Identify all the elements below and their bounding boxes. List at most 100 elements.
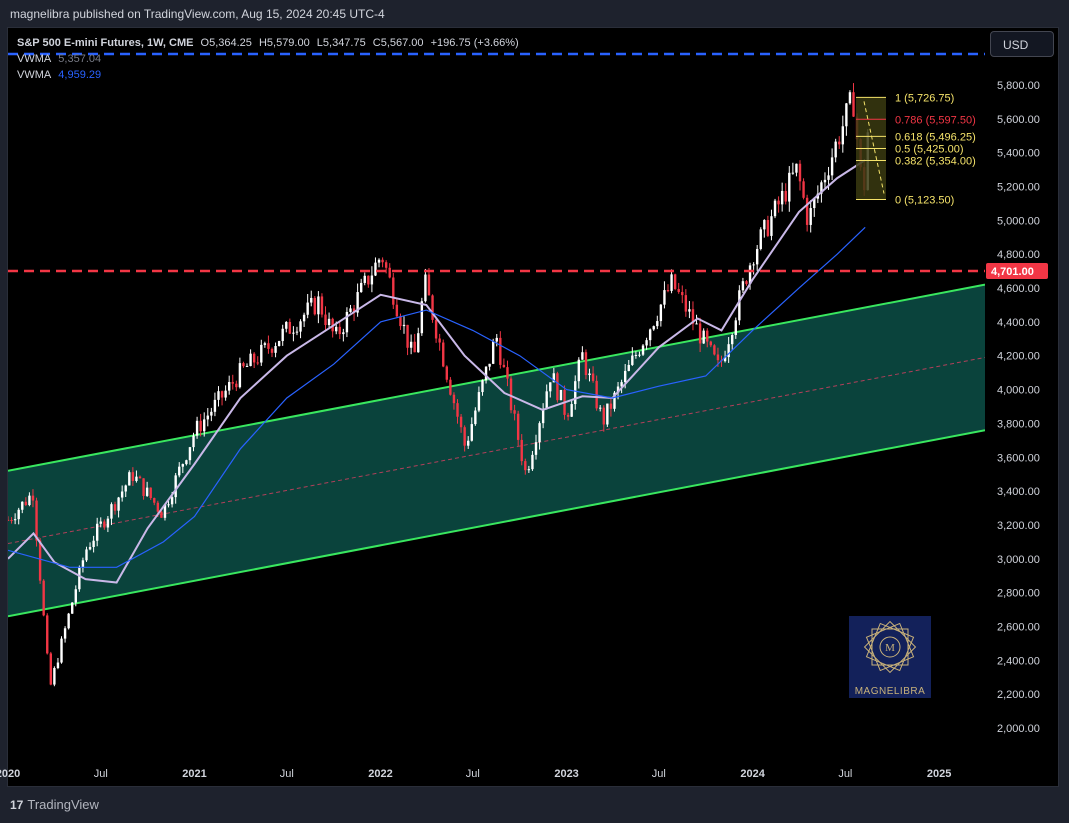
candle-body bbox=[31, 495, 35, 501]
candle-body bbox=[356, 292, 359, 313]
candle-body bbox=[652, 326, 655, 330]
vwma-slow-label[interactable]: VWMA bbox=[17, 69, 52, 81]
vwma-fast-label[interactable]: VWMA bbox=[17, 53, 52, 65]
candle-body bbox=[634, 355, 638, 357]
candle-body bbox=[78, 567, 81, 590]
candle-body bbox=[413, 341, 416, 353]
candle-body bbox=[388, 267, 391, 278]
vwma-slow-value: 4,959.29 bbox=[58, 69, 102, 81]
currency-selector[interactable]: USD bbox=[990, 31, 1054, 57]
candle-body bbox=[335, 326, 338, 332]
candle-body bbox=[659, 304, 663, 322]
svg-text:M: M bbox=[885, 642, 895, 654]
candle-body bbox=[681, 292, 684, 296]
candle-body bbox=[363, 275, 366, 283]
x-tick-label: 2021 bbox=[182, 768, 206, 780]
candle-body bbox=[452, 394, 456, 404]
candle-body bbox=[384, 262, 388, 268]
candle-body bbox=[641, 345, 645, 355]
candle-body bbox=[802, 181, 805, 198]
candle-body bbox=[203, 419, 206, 432]
candle-body bbox=[281, 328, 284, 342]
candle-body bbox=[263, 343, 267, 345]
candle-body bbox=[777, 200, 780, 205]
level-price-label: 4,701.00 bbox=[991, 266, 1034, 278]
candle-body bbox=[367, 275, 370, 285]
candle-body bbox=[67, 613, 70, 629]
candle-body bbox=[620, 382, 623, 387]
candle-body bbox=[170, 497, 174, 505]
candle-body bbox=[220, 391, 224, 398]
candle-body bbox=[588, 373, 591, 376]
candle-body bbox=[773, 200, 777, 217]
candle-body bbox=[677, 289, 680, 293]
candle-body bbox=[110, 504, 113, 519]
fib-label-0: 0 (5,123.50) bbox=[895, 194, 954, 206]
candle-body bbox=[224, 390, 227, 398]
candle-body bbox=[627, 364, 630, 371]
tradingview-branding[interactable]: 17 TradingView bbox=[10, 797, 99, 812]
candle-body bbox=[602, 407, 605, 425]
symbol-title[interactable]: S&P 500 E-mini Futures, 1W, CME bbox=[17, 37, 194, 49]
candle-body bbox=[302, 314, 306, 322]
candle-body bbox=[324, 314, 327, 326]
candle-body bbox=[349, 308, 352, 312]
candle-body bbox=[852, 92, 855, 117]
candle-body bbox=[784, 190, 787, 202]
candle-body bbox=[723, 357, 727, 362]
candle-body bbox=[502, 364, 506, 368]
candle-body bbox=[577, 359, 581, 382]
candle-body bbox=[60, 638, 63, 663]
candle-body bbox=[8, 519, 10, 521]
candle-body bbox=[549, 382, 552, 392]
candle-body bbox=[495, 337, 498, 342]
candle-body bbox=[359, 282, 363, 293]
magnelibra-logo: M MAGNELIBRA bbox=[849, 616, 931, 698]
candle-body bbox=[399, 316, 402, 327]
candle-body bbox=[131, 472, 135, 481]
candle-body bbox=[352, 308, 356, 313]
candle-body bbox=[456, 403, 459, 417]
y-tick-label: 2,800.00 bbox=[997, 588, 1040, 600]
x-tick-label: Jul bbox=[94, 768, 108, 780]
candle-body bbox=[270, 348, 274, 353]
tradingview-logo-icon: 17 bbox=[10, 798, 24, 812]
candle-body bbox=[17, 509, 20, 520]
candle-body bbox=[149, 487, 152, 499]
candle-body bbox=[763, 220, 766, 230]
candle-body bbox=[666, 290, 670, 292]
candle-body bbox=[252, 353, 256, 363]
candle-body bbox=[320, 296, 324, 315]
candle-body bbox=[306, 302, 309, 315]
candle-body bbox=[42, 580, 45, 616]
candle-body bbox=[631, 355, 634, 365]
x-tick-label: 2023 bbox=[554, 768, 578, 780]
candle-body bbox=[706, 330, 709, 342]
candle-body bbox=[85, 549, 88, 561]
candle-body bbox=[95, 523, 99, 541]
x-tick-label: 2022 bbox=[368, 768, 392, 780]
candle-body bbox=[178, 466, 181, 476]
plot-area[interactable] bbox=[7, 83, 985, 687]
candle-body bbox=[834, 141, 837, 158]
candle-body bbox=[185, 460, 188, 465]
candle-body bbox=[488, 363, 491, 367]
candle-body bbox=[427, 274, 431, 296]
candle-body bbox=[406, 324, 409, 348]
y-tick-label: 2,000.00 bbox=[997, 723, 1040, 735]
channel-lower-line bbox=[8, 429, 985, 618]
candle-body bbox=[374, 262, 377, 276]
candle-body bbox=[434, 319, 438, 339]
candle-body bbox=[481, 380, 484, 393]
candle-body bbox=[591, 373, 595, 381]
candle-body bbox=[499, 337, 502, 365]
y-tick-label: 5,000.00 bbox=[997, 215, 1040, 227]
candle-body bbox=[88, 547, 92, 550]
candle-body bbox=[663, 290, 666, 305]
x-tick-label: Jul bbox=[838, 768, 852, 780]
candle-body bbox=[99, 521, 102, 524]
candle-body bbox=[788, 172, 791, 202]
candle-body bbox=[274, 346, 277, 353]
candle-body bbox=[531, 454, 534, 470]
